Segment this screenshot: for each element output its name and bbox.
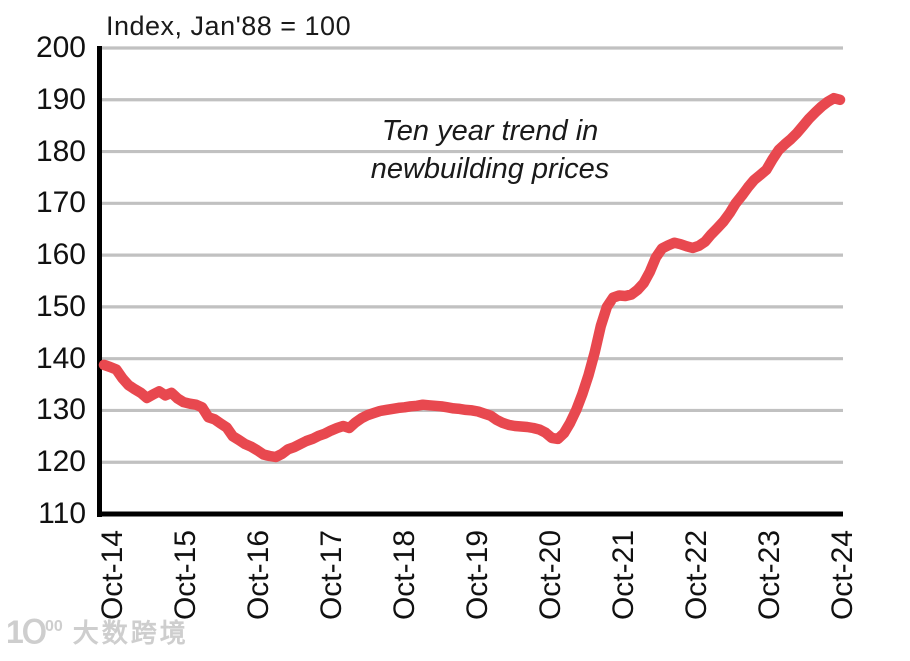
x-axis-label: Oct-16 xyxy=(242,530,275,621)
y-axis-label: 120 xyxy=(35,445,86,479)
y-axis-label: 110 xyxy=(38,497,86,530)
x-axis-label: Oct-14 xyxy=(96,530,129,621)
x-axis-label: Oct-17 xyxy=(315,530,348,621)
x-axis-label: Oct-18 xyxy=(388,530,421,621)
y-axis-label: 130 xyxy=(35,393,86,427)
watermark-logo-superscript: 00 xyxy=(44,618,63,635)
annotation-line-1: Ten year trend in xyxy=(381,115,599,147)
annotation: Ten year trend in newbuilding prices xyxy=(320,112,660,188)
y-axis-label: 180 xyxy=(35,134,86,168)
y-axis-label: 160 xyxy=(35,238,86,272)
y-axis-label: 150 xyxy=(35,289,86,323)
x-axis-label: Oct-15 xyxy=(169,530,202,621)
watermark: 1ꓳ 00 大数跨境 xyxy=(6,616,189,648)
x-axis-label: Oct-24 xyxy=(826,530,859,621)
x-axis-label: Oct-21 xyxy=(607,530,640,621)
y-axis-label: 140 xyxy=(35,341,86,375)
y-axis-label: 190 xyxy=(35,82,86,116)
watermark-logo: 1ꓳ xyxy=(6,614,47,650)
watermark-text: 大数跨境 xyxy=(72,618,189,648)
annotation-line-2: newbuilding prices xyxy=(370,153,610,185)
y-axis-label: 170 xyxy=(35,186,86,220)
price-trend-line xyxy=(98,92,846,463)
y-axis-label: 200 xyxy=(35,31,86,64)
chart-title: Index, Jan'88 = 100 xyxy=(106,11,352,41)
x-axis-label: Oct-23 xyxy=(753,530,786,621)
x-axis-label: Oct-20 xyxy=(534,530,567,621)
x-axis-label: Oct-19 xyxy=(461,530,494,621)
x-axis-label: Oct-22 xyxy=(680,530,713,621)
